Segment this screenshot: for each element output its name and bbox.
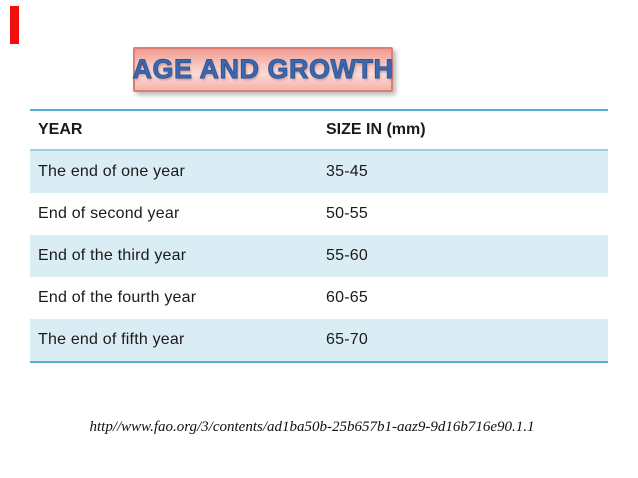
table-row: End of the third year 55-60 [30, 235, 608, 277]
table-row: End of the fourth year 60-65 [30, 277, 608, 319]
table-row: The end of fifth year 65-70 [30, 319, 608, 361]
column-header-size: SIZE IN (mm) [326, 121, 426, 138]
year-cell: The end of one year [38, 163, 186, 180]
title-box: AGE AND GROWTH [132, 47, 394, 92]
source-url: http//www.fao.org/3/contents/ad1ba50b-25… [89, 419, 535, 435]
size-cell: 55-60 [326, 247, 368, 264]
year-cell: The end of fifth year [38, 331, 185, 348]
column-header-year: YEAR [38, 121, 83, 138]
table-row: End of second year 50-55 [30, 193, 608, 235]
year-cell: End of second year [38, 205, 180, 222]
age-growth-table: YEAR SIZE IN (mm) The end of one year 35… [30, 109, 608, 363]
red-accent-bar [10, 6, 19, 44]
table-row: The end of one year 35-45 [30, 151, 608, 193]
table-header-row: YEAR SIZE IN (mm) [30, 111, 608, 151]
size-cell: 65-70 [326, 331, 368, 348]
year-cell: End of the third year [38, 247, 187, 264]
table-body: The end of one year 35-45 End of second … [30, 151, 608, 361]
year-cell: End of the fourth year [38, 289, 197, 306]
size-cell: 35-45 [326, 163, 368, 180]
size-cell: 60-65 [326, 289, 368, 306]
page-title: AGE AND GROWTH [132, 54, 394, 85]
size-cell: 50-55 [326, 205, 368, 222]
